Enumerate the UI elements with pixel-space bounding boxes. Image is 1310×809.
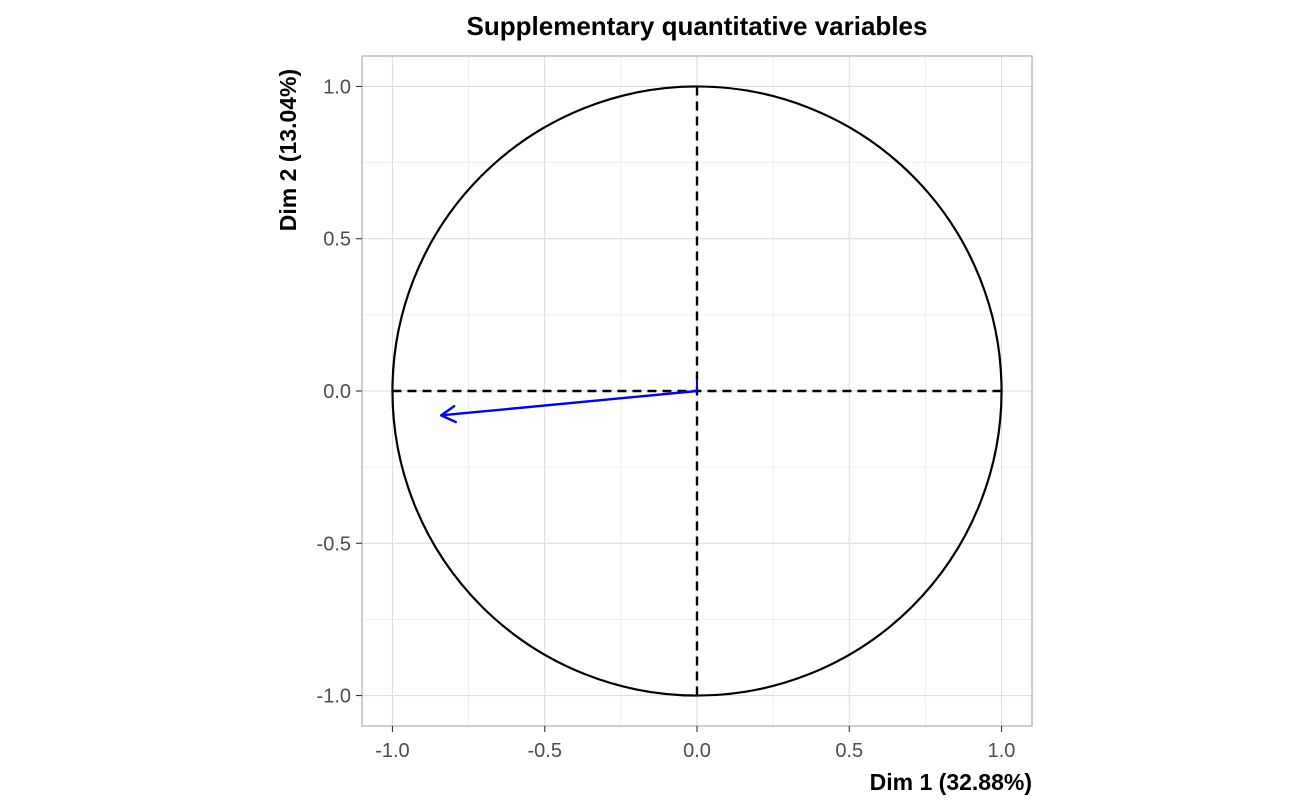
y-tick-label-3: 0.5 [323, 229, 351, 251]
y-tick-label-2: 0.0 [323, 381, 351, 403]
y-tick-label-0: -1.0 [317, 686, 351, 708]
x-tick-label-0: -1.0 [375, 740, 409, 762]
vector-line-0 [439, 389, 699, 417]
chart-title: Supplementary quantitative variables [467, 11, 928, 41]
x-axis-label: Dim 1 (32.88%) [870, 769, 1032, 795]
y-axis-ticks: -1.0 -0.5 0.0 0.5 1.0 [317, 76, 362, 708]
x-tick-label-4: 1.0 [988, 740, 1016, 762]
x-tick-label-2: 0.0 [683, 740, 711, 762]
y-tick-label-1: -0.5 [317, 533, 351, 555]
y-axis-label: Dim 2 (13.04%) [275, 69, 301, 231]
x-tick-label-1: -0.5 [527, 740, 561, 762]
vector-arrowhead-0 [439, 404, 457, 424]
variable-vectors [439, 379, 699, 424]
x-axis-ticks: -1.0 -0.5 0.0 0.5 1.0 [375, 726, 1015, 762]
unit-circle [391, 85, 1003, 697]
y-tick-label-4: 1.0 [323, 76, 351, 98]
x-tick-label-3: 0.5 [835, 740, 863, 762]
